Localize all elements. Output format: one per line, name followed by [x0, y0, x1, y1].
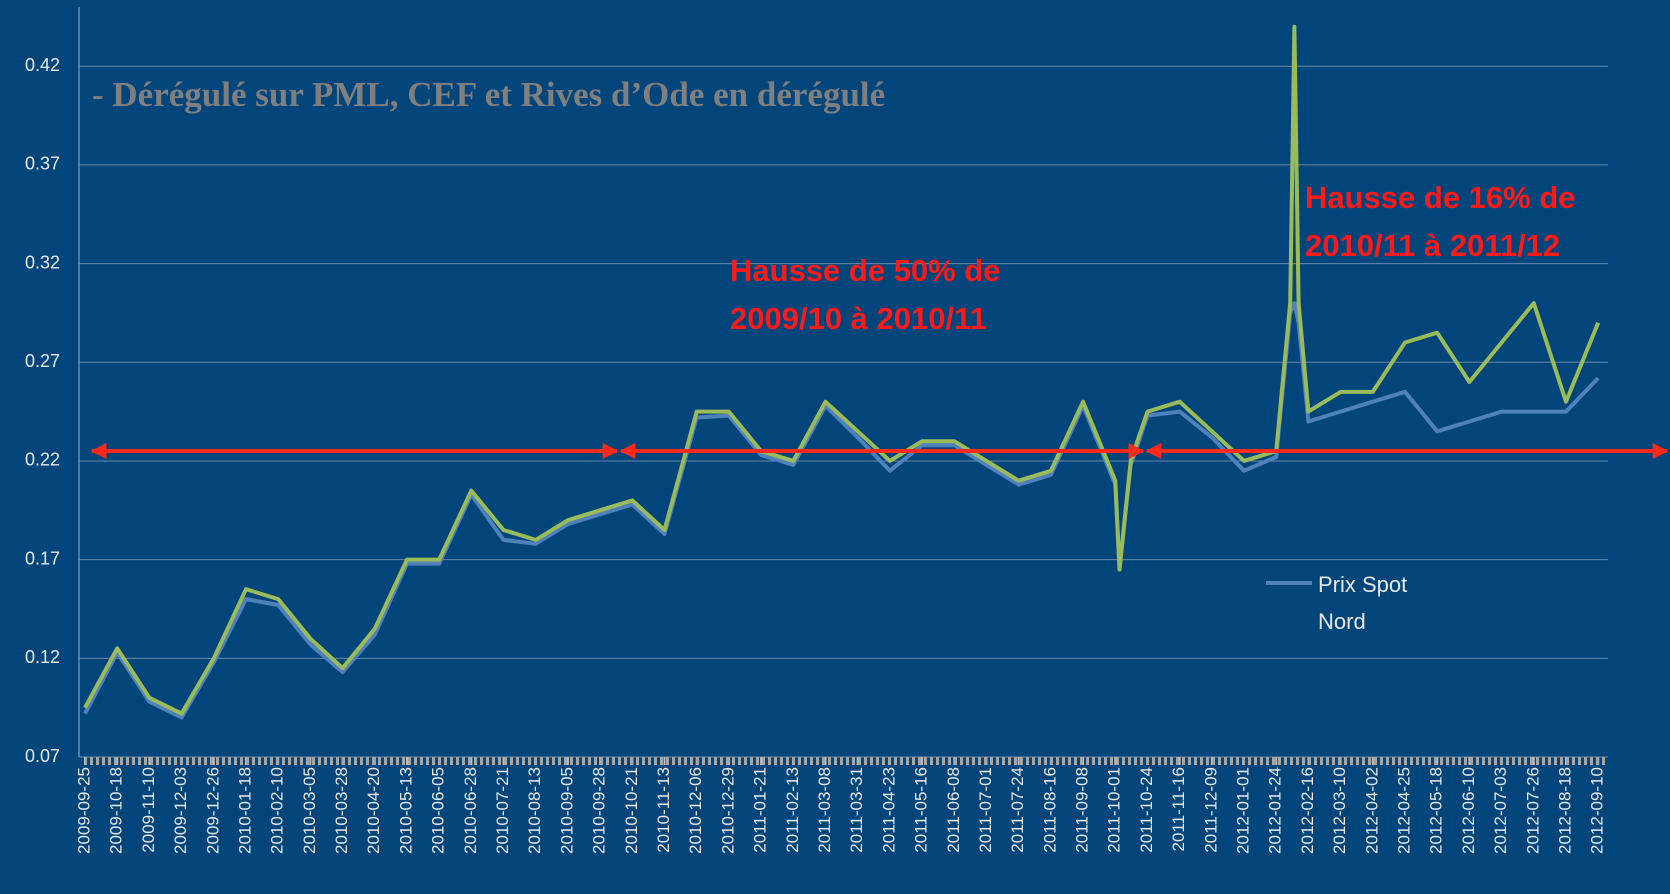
x-tick-label: 2012-04-02 — [1362, 767, 1381, 854]
series-line — [83, 24, 1601, 716]
x-tick-label: 2012-07-26 — [1523, 767, 1542, 854]
x-tick-label: 2012-08-18 — [1555, 767, 1574, 854]
x-tick-label: 2011-05-16 — [912, 767, 931, 853]
x-tick-label: 2011-03-31 — [847, 767, 866, 853]
x-tick-label: 2010-09-05 — [557, 767, 576, 854]
x-tick-label: 2010-10-21 — [622, 767, 641, 854]
x-tick-label: 2010-06-05 — [429, 767, 448, 854]
y-tick-label: 0.37 — [25, 154, 60, 174]
y-tick-label: 0.22 — [25, 450, 60, 470]
y-tick-label: 0.17 — [25, 548, 60, 568]
annotation: Hausse de 50% de — [730, 253, 1001, 288]
x-tick-label: 2011-11-16 — [1169, 767, 1188, 851]
x-tick-label: 2012-06-10 — [1459, 767, 1478, 854]
x-tick-label: 2012-01-01 — [1234, 767, 1253, 854]
annotation: 2009/10 à 2010/11 — [730, 301, 987, 336]
x-tick-label: 2010-03-28 — [332, 767, 351, 854]
x-tick-label: 2009-09-25 — [74, 767, 93, 854]
x-tick-label: 2011-07-24 — [1008, 767, 1027, 853]
x-tick-label: 2012-04-25 — [1395, 767, 1414, 854]
y-tick-label: 0.07 — [25, 746, 60, 766]
x-tick-label: 2011-10-24 — [1137, 767, 1156, 853]
x-tick-label: 2010-07-21 — [493, 767, 512, 854]
x-tick-label: 2012-02-16 — [1298, 767, 1317, 854]
x-tick-label: 2010-04-20 — [364, 767, 383, 854]
x-tick-label: 2010-11-13 — [654, 767, 673, 853]
grid: 0.07 0.12 0.17 0.22 0.27 0.32 0.37 0.42 2009-09-… — [25, 7, 1608, 854]
x-tick-label: 2009-12-26 — [203, 767, 222, 854]
x-tick-label: 2009-11-10 — [139, 767, 158, 853]
x-tick-label: 2010-02-10 — [268, 767, 287, 854]
y-tick-label: 0.27 — [25, 351, 60, 371]
y-tick-label: 0.32 — [25, 252, 60, 272]
x-tick-label: 2012-07-03 — [1491, 767, 1510, 854]
x-tick-label: 2010-12-29 — [718, 767, 737, 854]
x-tick-label: 2011-06-08 — [944, 767, 963, 853]
x-tick-label: 2011-07-01 — [976, 767, 995, 853]
minor-ticks — [85, 757, 1608, 765]
annotation: Hausse de 16% de — [1305, 180, 1576, 215]
x-tick-label: 2010-03-05 — [300, 767, 319, 854]
y-tick-label: 0.12 — [25, 647, 60, 667]
x-tick-label: 2011-02-13 — [783, 767, 802, 853]
x-tick-label: 2012-01-24 — [1266, 767, 1285, 854]
y-tick-label: 0.42 — [25, 55, 60, 75]
x-tick-label: 2012-03-10 — [1330, 767, 1349, 854]
x-tick-label: 2010-06-28 — [461, 767, 480, 854]
x-tick-label: 2011-10-01 — [1105, 767, 1124, 853]
x-tick-label: 2011-12-09 — [1201, 767, 1220, 853]
x-tick-label: 2011-01-21 — [751, 767, 770, 853]
chart-title: - Dérégulé sur PML, CEF et Rives d’Ode e… — [92, 75, 885, 114]
legend-label: Prix Spot Nord — [1318, 572, 1408, 634]
x-tick-label: 2009-10-18 — [107, 767, 126, 854]
x-tick-label: 2012-09-10 — [1588, 767, 1607, 854]
x-tick-label: 2010-09-28 — [590, 767, 609, 854]
x-tick-label: 2010-08-13 — [525, 767, 544, 854]
x-tick-label: 2010-01-18 — [235, 767, 254, 854]
x-tick-label: 2011-04-23 — [879, 767, 898, 853]
annotation: 2010/11 à 2011/12 — [1305, 228, 1560, 263]
x-tick-label: 2011-08-16 — [1040, 767, 1059, 853]
x-tick-label: 2011-09-08 — [1073, 767, 1092, 853]
x-tick-label: 2010-12-06 — [686, 767, 705, 854]
x-tick-label: 2009-12-03 — [171, 767, 190, 854]
series-line — [83, 301, 1600, 720]
x-tick-label: 2011-03-08 — [815, 767, 834, 853]
x-tick-label: 2010-05-13 — [396, 767, 415, 854]
x-tick-label: 2012-05-18 — [1427, 767, 1446, 854]
